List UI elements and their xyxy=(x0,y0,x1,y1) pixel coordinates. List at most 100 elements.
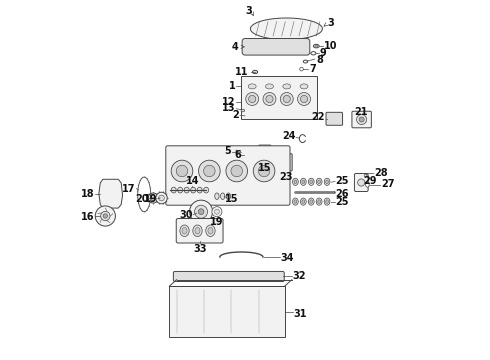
Text: 33: 33 xyxy=(193,244,206,254)
Text: 16: 16 xyxy=(81,212,95,222)
Circle shape xyxy=(283,95,291,103)
Text: 11: 11 xyxy=(235,67,248,77)
Circle shape xyxy=(259,149,265,155)
FancyBboxPatch shape xyxy=(242,39,310,55)
Circle shape xyxy=(100,211,110,221)
Ellipse shape xyxy=(293,178,298,185)
Circle shape xyxy=(190,200,213,223)
Circle shape xyxy=(215,209,220,214)
Ellipse shape xyxy=(316,198,322,205)
Text: 19: 19 xyxy=(209,217,223,227)
Text: 12: 12 xyxy=(222,96,236,107)
Text: 1: 1 xyxy=(229,81,236,91)
FancyBboxPatch shape xyxy=(279,154,292,171)
Ellipse shape xyxy=(208,228,213,234)
Text: 20: 20 xyxy=(135,194,148,204)
Text: 28: 28 xyxy=(374,168,388,178)
Text: 24: 24 xyxy=(282,131,295,141)
Ellipse shape xyxy=(318,180,320,184)
Text: 17: 17 xyxy=(122,184,136,194)
Circle shape xyxy=(226,160,247,182)
Circle shape xyxy=(364,174,367,177)
Ellipse shape xyxy=(324,198,330,205)
Polygon shape xyxy=(242,76,317,119)
Polygon shape xyxy=(250,18,322,40)
Ellipse shape xyxy=(308,178,314,185)
Ellipse shape xyxy=(294,180,297,184)
Ellipse shape xyxy=(248,84,256,89)
Ellipse shape xyxy=(182,228,187,234)
Ellipse shape xyxy=(220,193,225,199)
Text: 10: 10 xyxy=(324,41,338,51)
Text: 29: 29 xyxy=(363,176,377,186)
Circle shape xyxy=(263,93,276,105)
Ellipse shape xyxy=(300,198,306,205)
Circle shape xyxy=(198,209,204,215)
Circle shape xyxy=(103,214,107,218)
FancyBboxPatch shape xyxy=(352,111,371,128)
Ellipse shape xyxy=(316,178,322,185)
Polygon shape xyxy=(99,179,122,208)
Ellipse shape xyxy=(311,52,316,55)
Text: 5: 5 xyxy=(224,146,231,156)
Circle shape xyxy=(358,179,365,186)
Circle shape xyxy=(266,95,273,103)
Text: 34: 34 xyxy=(280,253,294,264)
FancyBboxPatch shape xyxy=(166,146,290,205)
Text: 2: 2 xyxy=(232,110,239,120)
Ellipse shape xyxy=(314,44,319,48)
Text: 32: 32 xyxy=(293,271,306,282)
Circle shape xyxy=(359,117,364,122)
Ellipse shape xyxy=(293,198,298,205)
Text: 3: 3 xyxy=(327,18,334,28)
Ellipse shape xyxy=(178,187,183,193)
Circle shape xyxy=(248,95,256,103)
Ellipse shape xyxy=(241,109,245,112)
Ellipse shape xyxy=(302,180,305,184)
Circle shape xyxy=(300,67,303,71)
Text: 14: 14 xyxy=(186,176,199,186)
Ellipse shape xyxy=(184,187,189,193)
Text: 27: 27 xyxy=(381,179,394,189)
Text: 6: 6 xyxy=(234,150,241,160)
Text: 18: 18 xyxy=(81,189,95,199)
Text: 25: 25 xyxy=(336,197,349,207)
Ellipse shape xyxy=(215,193,219,199)
FancyBboxPatch shape xyxy=(173,271,284,282)
Circle shape xyxy=(159,195,164,201)
Ellipse shape xyxy=(310,200,313,203)
Circle shape xyxy=(265,149,270,155)
Ellipse shape xyxy=(171,187,176,193)
Circle shape xyxy=(148,193,158,203)
Circle shape xyxy=(297,93,311,105)
Ellipse shape xyxy=(193,225,202,237)
Circle shape xyxy=(300,95,308,103)
Circle shape xyxy=(357,114,367,125)
Circle shape xyxy=(258,165,270,177)
Ellipse shape xyxy=(366,182,369,187)
FancyBboxPatch shape xyxy=(326,112,343,125)
Circle shape xyxy=(253,160,275,182)
Text: 9: 9 xyxy=(320,48,327,58)
Ellipse shape xyxy=(326,200,328,203)
Text: 31: 31 xyxy=(293,309,307,319)
Text: 13: 13 xyxy=(222,103,236,113)
Text: 25: 25 xyxy=(336,176,349,186)
Circle shape xyxy=(198,160,220,182)
Ellipse shape xyxy=(204,187,209,193)
Ellipse shape xyxy=(252,71,258,74)
Text: 21: 21 xyxy=(354,107,368,117)
Ellipse shape xyxy=(197,187,202,193)
Circle shape xyxy=(212,207,222,217)
Circle shape xyxy=(195,205,208,218)
Ellipse shape xyxy=(300,84,308,89)
Ellipse shape xyxy=(324,178,330,185)
Circle shape xyxy=(204,165,215,177)
Text: 8: 8 xyxy=(316,55,323,65)
Ellipse shape xyxy=(180,225,189,237)
Text: 26: 26 xyxy=(336,189,349,199)
Ellipse shape xyxy=(303,60,308,63)
Ellipse shape xyxy=(315,45,318,47)
Text: 15: 15 xyxy=(225,194,238,204)
Circle shape xyxy=(156,192,167,204)
